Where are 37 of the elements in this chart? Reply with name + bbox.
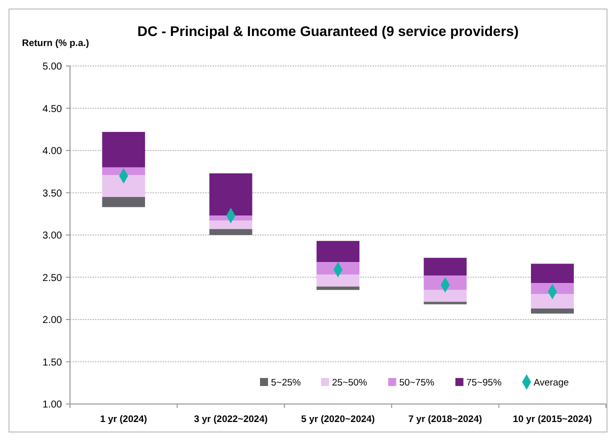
legend-label: 5~25% (271, 377, 302, 388)
bar (209, 229, 252, 235)
bar (530, 264, 574, 284)
x-tick-label: 10 yr (2015~2024) (512, 414, 592, 425)
bar (424, 290, 467, 302)
x-tick-label: 3 yr (2022~2024) (194, 414, 268, 425)
x-tick-label: 5 yr (2020~2024) (301, 414, 375, 425)
x-tick-label: 7 yr (2018~2024) (408, 414, 482, 425)
bar (102, 196, 146, 208)
y-tick-label: 2.50 (42, 272, 62, 284)
x-tick-label: 1 yr (2024) (100, 414, 148, 425)
y-tick-label: 5.00 (42, 62, 62, 72)
bar (209, 220, 252, 230)
y-tick-label: 3.50 (42, 188, 62, 200)
bar (316, 286, 360, 290)
bar (316, 240, 360, 262)
y-axis-title: Return (% p.a.) (22, 38, 90, 49)
y-tick-label: 1.50 (42, 357, 62, 368)
y-tick-label: 2.00 (42, 315, 62, 326)
bar (102, 167, 146, 176)
bar (209, 173, 252, 216)
y-tick-label: 4.50 (42, 104, 62, 115)
chart-title: DC - Principal & Income Guaranteed (9 service providers) (137, 23, 519, 39)
legend-label: 25~50% (332, 377, 368, 388)
bar (102, 132, 146, 168)
legend-label: 75~95% (466, 377, 502, 388)
bar (102, 175, 146, 197)
y-tick-label: 3.00 (42, 230, 62, 242)
legend-label: Average (534, 377, 569, 388)
bar (316, 274, 360, 287)
bar (424, 258, 467, 276)
legend-label: 50~75% (399, 377, 435, 388)
bar (530, 308, 574, 314)
bar (424, 302, 467, 304)
y-tick-label: 1.00 (42, 400, 62, 410)
y-tick-label: 4.00 (42, 146, 62, 157)
bar (530, 294, 574, 309)
